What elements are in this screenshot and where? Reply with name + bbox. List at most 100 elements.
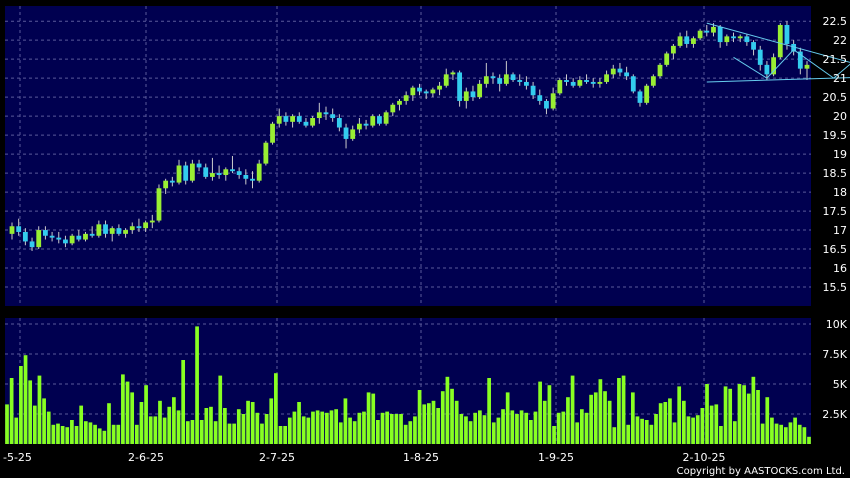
- candle-down: [116, 228, 122, 234]
- candle-down: [343, 127, 349, 139]
- candle-up: [483, 76, 489, 84]
- volume-bar: [269, 398, 274, 444]
- price-tick-label: 16: [833, 262, 847, 275]
- volume-bar: [320, 411, 325, 444]
- volume-bar: [677, 386, 682, 444]
- volume-bar: [450, 388, 454, 444]
- candle-down: [797, 51, 803, 69]
- candle-down: [16, 226, 22, 232]
- candle-up: [597, 81, 603, 84]
- candle-down: [417, 87, 422, 92]
- price-tick-label: 18: [833, 186, 847, 199]
- volume-bar: [195, 326, 199, 444]
- volume-bar: [705, 384, 709, 444]
- volume-bar: [255, 412, 260, 444]
- volume-bar: [528, 420, 533, 444]
- date-tick-label: -5-25: [3, 451, 32, 464]
- price-tick-label: 19: [833, 148, 847, 161]
- candle-down: [684, 36, 690, 44]
- volume-bar: [770, 417, 774, 444]
- volume-bar: [394, 414, 399, 444]
- volume-bar: [389, 414, 394, 444]
- candle-down: [537, 95, 543, 101]
- volume-bar: [315, 410, 320, 444]
- volume-bar: [116, 424, 121, 444]
- volume-bar: [213, 421, 218, 444]
- candle-down: [530, 85, 536, 96]
- price-candles: [9, 21, 810, 251]
- candle-up: [270, 123, 275, 143]
- candle-up: [463, 91, 469, 101]
- volume-bar: [5, 404, 9, 444]
- volume-bar: [756, 390, 760, 444]
- candle-down: [617, 68, 623, 73]
- trendline: [733, 56, 768, 79]
- candle-up: [604, 74, 609, 82]
- volume-bars: [5, 326, 811, 444]
- volume-bar: [167, 406, 172, 444]
- volume-bar: [505, 392, 510, 444]
- volume-bar: [436, 408, 440, 444]
- candle-up: [370, 116, 376, 126]
- volume-bar: [427, 403, 431, 444]
- volume-bar: [74, 426, 79, 444]
- date-tick-label: 1-8-25: [403, 451, 439, 464]
- candle-up: [290, 116, 295, 122]
- volume-bar: [807, 436, 811, 444]
- volume-bar: [311, 411, 315, 444]
- candle-down: [423, 91, 429, 94]
- volume-bar: [176, 410, 181, 444]
- volume-bar: [765, 397, 770, 444]
- volume-bar: [28, 380, 33, 444]
- candle-down: [303, 121, 309, 126]
- candle-up: [310, 118, 316, 126]
- volume-bar: [204, 408, 209, 444]
- volume-bar: [227, 423, 232, 444]
- date-tick-label: 2-10-25: [683, 451, 726, 464]
- volume-bar: [403, 424, 408, 444]
- volume-bar: [538, 381, 542, 444]
- candle-up: [149, 220, 155, 223]
- candle-up: [410, 87, 416, 96]
- candle-down: [183, 165, 189, 181]
- volume-bar: [70, 420, 74, 444]
- candle-down: [757, 49, 763, 65]
- volume-bar: [515, 414, 519, 444]
- volume-bar: [153, 416, 158, 444]
- volume-bar: [524, 412, 529, 444]
- candle-up: [664, 53, 670, 65]
- candle-down: [29, 241, 35, 248]
- candle-down: [169, 180, 175, 183]
- volume-bar: [223, 408, 227, 444]
- volume-tick-label: 10K: [826, 318, 848, 331]
- volume-bar: [663, 402, 668, 444]
- volume-bar: [737, 384, 742, 444]
- volume-bar: [621, 375, 626, 444]
- candle-up: [677, 36, 683, 46]
- volume-bar: [218, 375, 223, 444]
- candle-up: [356, 123, 362, 130]
- volume-bar: [459, 414, 464, 444]
- volume-bar: [579, 409, 584, 444]
- candle-down: [791, 43, 797, 52]
- candle-down: [517, 80, 523, 82]
- volume-bar: [352, 421, 357, 444]
- candle-down: [103, 224, 108, 234]
- volume-bar: [793, 417, 797, 444]
- price-tick-label: 19.5: [823, 129, 848, 142]
- candle-down: [570, 81, 576, 86]
- volume-bar: [283, 426, 288, 444]
- price-tick-label: 22: [833, 34, 847, 47]
- volume-bar: [97, 428, 102, 444]
- volume-bar: [134, 424, 139, 444]
- volume-bar: [260, 423, 264, 444]
- volume-bar: [287, 417, 292, 444]
- volume-bar: [584, 412, 589, 444]
- volume-bar: [417, 390, 422, 444]
- trendline: [833, 63, 850, 79]
- volume-bar: [329, 410, 334, 444]
- volume-bar: [788, 422, 793, 444]
- candle-up: [737, 36, 743, 39]
- volume-bar: [714, 404, 719, 444]
- candle-up: [437, 85, 442, 90]
